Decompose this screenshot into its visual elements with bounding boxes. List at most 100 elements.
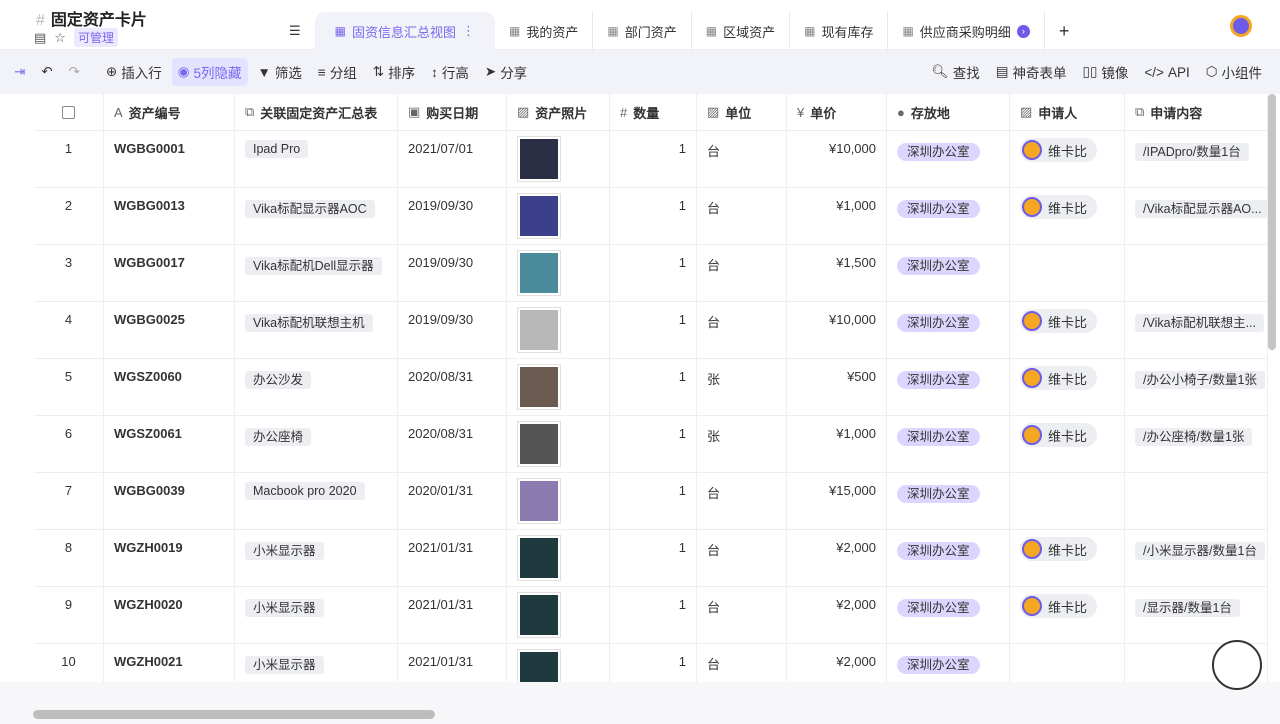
purchase-date-cell[interactable]: 2019/09/30 xyxy=(398,302,507,358)
applicant-cell[interactable] xyxy=(1010,644,1125,682)
linked-record-tag[interactable]: Ipad Pro xyxy=(245,140,309,158)
applicant-cell[interactable]: 维卡比 xyxy=(1010,359,1125,415)
linked-record-tag[interactable]: 小米显示器 xyxy=(245,542,324,560)
asset-photo-cell[interactable] xyxy=(507,188,610,244)
linked-summary-cell[interactable]: 小米显示器 xyxy=(235,644,398,682)
filter-button[interactable]: ▼ 筛选 xyxy=(257,64,302,82)
applicant-cell[interactable]: 维卡比 xyxy=(1010,302,1125,358)
tab-inventory[interactable]: ▦ 现有库存 xyxy=(790,12,889,50)
request-content-cell[interactable]: /Vika标配机联想主... xyxy=(1125,302,1268,358)
user-avatar[interactable] xyxy=(1230,15,1252,37)
asset-id-cell[interactable]: WGBG0013 xyxy=(104,188,235,244)
asset-id-cell[interactable]: WGBG0017 xyxy=(104,245,235,301)
linked-record-tag[interactable]: 小米显示器 xyxy=(245,656,324,674)
location-cell[interactable]: 深圳办公室 xyxy=(887,473,1010,529)
location-cell[interactable]: 深圳办公室 xyxy=(887,530,1010,586)
undo-icon[interactable]: ↶ xyxy=(41,64,53,79)
price-cell[interactable]: ¥10,000 xyxy=(787,302,887,358)
find-button[interactable]: 🔍︎ 查找 xyxy=(931,64,980,81)
purchase-date-cell[interactable]: 2020/08/31 xyxy=(398,416,507,472)
insert-row-button[interactable]: ⊕ 插入行 xyxy=(105,64,162,81)
table-row[interactable]: 8 WGZH0019 小米显示器 2021/01/31 1 台 ¥2,000 深… xyxy=(34,530,1268,587)
asset-photo-cell[interactable] xyxy=(507,644,610,682)
asset-photo-thumbnail[interactable] xyxy=(517,649,561,682)
quantity-cell[interactable]: 1 xyxy=(610,359,697,415)
quantity-cell[interactable]: 1 xyxy=(610,416,697,472)
widget-button[interactable]: ⬡ 小组件 xyxy=(1205,64,1262,81)
tab-dept-assets[interactable]: ▦ 部门资产 xyxy=(593,12,692,50)
quantity-cell[interactable]: 1 xyxy=(610,644,697,682)
asset-photo-thumbnail[interactable] xyxy=(517,535,561,581)
linked-record-tag[interactable]: 小米显示器 xyxy=(245,599,324,617)
column-header-unit[interactable]: ▨ 单位 xyxy=(697,94,787,130)
unit-cell[interactable]: 台 xyxy=(697,131,787,187)
column-header-applicant[interactable]: ▨ 申请人 xyxy=(1010,94,1125,130)
table-row[interactable]: 2 WGBG0013 Vika标配显示器AOC 2019/09/30 1 台 ¥… xyxy=(34,188,1268,245)
purchase-date-cell[interactable]: 2021/07/01 xyxy=(398,131,507,187)
request-content-cell[interactable]: /小米显示器/数量1台 xyxy=(1125,530,1268,586)
quantity-cell[interactable]: 1 xyxy=(610,302,697,358)
price-cell[interactable]: ¥2,000 xyxy=(787,530,887,586)
request-content-cell[interactable]: /办公座椅/数量1张 xyxy=(1125,416,1268,472)
linked-record-tag[interactable]: 办公沙发 xyxy=(245,371,312,389)
group-button[interactable]: ≡ 分组 xyxy=(317,64,357,82)
form-button[interactable]: ▤ 神奇表单 xyxy=(995,64,1067,81)
column-header-linked-summary[interactable]: ⧉ 关联固定资产汇总表 xyxy=(235,94,398,130)
applicant-cell[interactable] xyxy=(1010,473,1125,529)
asset-photo-cell[interactable] xyxy=(507,359,610,415)
asset-photo-cell[interactable] xyxy=(507,587,610,643)
tab-summary-view[interactable]: ▦ 固资信息汇总视图 ⋮ xyxy=(314,12,496,50)
table-row[interactable]: 3 WGBG0017 Vika标配机Dell显示器 2019/09/30 1 台… xyxy=(34,245,1268,302)
select-all-checkbox[interactable] xyxy=(34,94,104,130)
unit-cell[interactable]: 台 xyxy=(697,302,787,358)
asset-photo-cell[interactable] xyxy=(507,530,610,586)
location-cell[interactable]: 深圳办公室 xyxy=(887,131,1010,187)
asset-photo-thumbnail[interactable] xyxy=(517,193,561,239)
table-row[interactable]: 4 WGBG0025 Vika标配机联想主机 2019/09/30 1 台 ¥1… xyxy=(34,302,1268,359)
table-row[interactable]: 1 WGBG0001 Ipad Pro 2021/07/01 1 台 ¥10,0… xyxy=(34,131,1268,188)
price-cell[interactable]: ¥15,000 xyxy=(787,473,887,529)
price-cell[interactable]: ¥1,000 xyxy=(787,188,887,244)
star-icon[interactable]: ☆ xyxy=(54,29,66,45)
asset-id-cell[interactable]: WGSZ0060 xyxy=(104,359,235,415)
unit-cell[interactable]: 台 xyxy=(697,245,787,301)
applicant-cell[interactable]: 维卡比 xyxy=(1010,131,1125,187)
request-content-cell[interactable] xyxy=(1125,473,1268,529)
api-button[interactable]: </> API xyxy=(1144,64,1190,80)
mirror-button[interactable]: ▯▯ 镜像 xyxy=(1082,64,1129,81)
column-header-location[interactable]: ● 存放地 xyxy=(887,94,1010,130)
vertical-scrollbar[interactable] xyxy=(1268,94,1276,350)
asset-id-cell[interactable]: WGZH0021 xyxy=(104,644,235,682)
request-content-cell[interactable]: /显示器/数量1台 xyxy=(1125,587,1268,643)
quantity-cell[interactable]: 1 xyxy=(610,131,697,187)
request-content-cell[interactable] xyxy=(1125,245,1268,301)
asset-photo-thumbnail[interactable] xyxy=(517,307,561,353)
applicant-cell[interactable]: 维卡比 xyxy=(1010,416,1125,472)
horizontal-scrollbar[interactable] xyxy=(33,710,435,719)
quantity-cell[interactable]: 1 xyxy=(610,587,697,643)
linked-record-tag[interactable]: /显示器/数量1台 xyxy=(1135,599,1240,617)
linked-record-tag[interactable]: /Vika标配显示器AO... xyxy=(1135,200,1267,218)
tab-region-assets[interactable]: ▦ 区域资产 xyxy=(692,12,791,50)
menu-icon[interactable]: ☰ xyxy=(289,23,301,38)
tab-my-assets[interactable]: ▦ 我的资产 xyxy=(495,12,594,50)
linked-record-tag[interactable]: /办公小椅子/数量1张 xyxy=(1135,371,1265,389)
linked-summary-cell[interactable]: Ipad Pro xyxy=(235,131,398,187)
share-button[interactable]: ➤ 分享 xyxy=(484,64,528,81)
purchase-date-cell[interactable]: 2019/09/30 xyxy=(398,188,507,244)
asset-photo-cell[interactable] xyxy=(507,302,610,358)
column-header-quantity[interactable]: # 数量 xyxy=(610,94,697,130)
sidebar-toggle-icon[interactable]: ⇥ xyxy=(14,64,26,79)
asset-photo-thumbnail[interactable] xyxy=(517,364,561,410)
sort-button[interactable]: ⇅ 排序 xyxy=(372,64,416,81)
redo-icon[interactable]: ↷ xyxy=(68,64,80,79)
unit-cell[interactable]: 张 xyxy=(697,359,787,415)
more-icon[interactable]: ⋮ xyxy=(462,23,476,38)
applicant-cell[interactable]: 维卡比 xyxy=(1010,587,1125,643)
linked-record-tag[interactable]: Vika标配机联想主机 xyxy=(245,314,373,332)
linked-record-tag[interactable]: /IPADpro/数量1台 xyxy=(1135,143,1249,161)
price-cell[interactable]: ¥2,000 xyxy=(787,644,887,682)
applicant-cell[interactable] xyxy=(1010,245,1125,301)
asset-photo-cell[interactable] xyxy=(507,416,610,472)
price-cell[interactable]: ¥10,000 xyxy=(787,131,887,187)
